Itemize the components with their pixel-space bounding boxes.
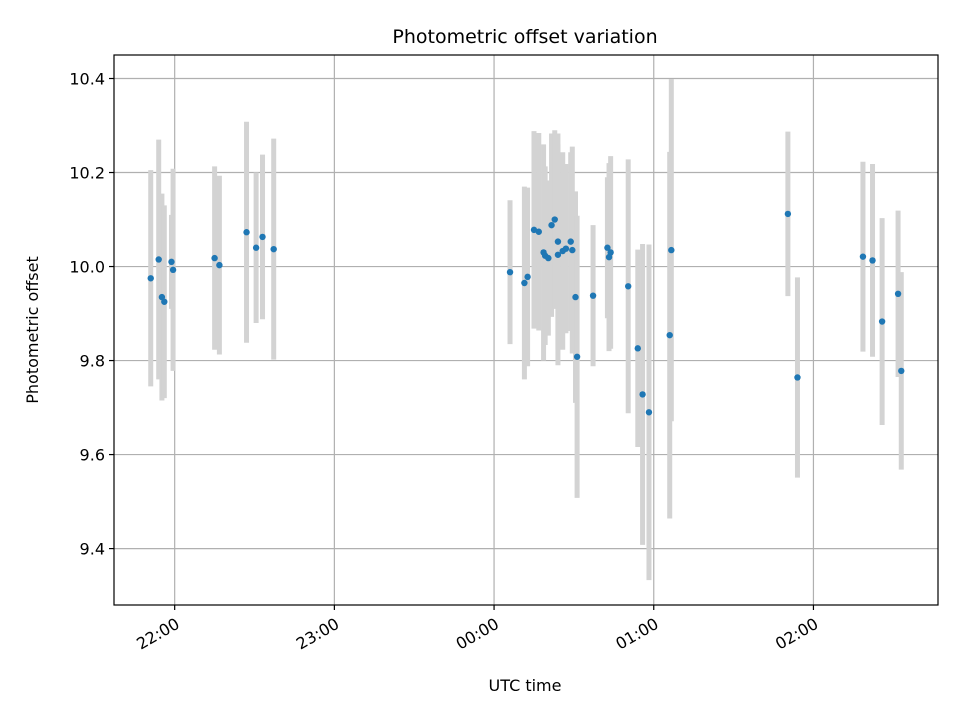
- data-point: [521, 279, 528, 287]
- data-point: [554, 251, 562, 258]
- data-point: [784, 210, 792, 218]
- data-point: [155, 256, 162, 263]
- data-point: [625, 283, 632, 290]
- data-point: [530, 226, 538, 234]
- data-point: [894, 290, 902, 298]
- data-point: [562, 245, 570, 252]
- data-point: [243, 229, 250, 236]
- data-point: [589, 292, 597, 299]
- y-tick-label: 9.4: [80, 540, 105, 559]
- data-point: [569, 246, 576, 254]
- data-point: [147, 275, 154, 282]
- y-tick-label: 9.6: [80, 446, 105, 465]
- y-tick-label: 9.8: [80, 352, 105, 371]
- data-point: [869, 257, 876, 264]
- data-point: [567, 238, 574, 245]
- y-tick-label: 10.0: [69, 258, 105, 277]
- data-point: [604, 244, 611, 251]
- data-point: [607, 249, 614, 256]
- y-axis-ticks: 9.4 9.6 9.8 10.0 10.2 10.4: [69, 70, 114, 559]
- data-point: [270, 245, 277, 253]
- y-tick-label: 10.4: [69, 70, 105, 89]
- data-point: [168, 258, 175, 266]
- plot-area-frame: [113, 54, 939, 606]
- data-point: [668, 246, 675, 254]
- data-point: [524, 273, 531, 281]
- data-point: [634, 345, 641, 352]
- data-point: [158, 293, 166, 301]
- data-point: [545, 254, 552, 262]
- y-tick-label: 10.2: [69, 164, 105, 183]
- data-points: [147, 210, 905, 416]
- data-point: [506, 268, 514, 276]
- x-tick-label: 22:00: [133, 614, 182, 654]
- x-tick-label: 23:00: [293, 614, 342, 654]
- data-point: [572, 293, 579, 301]
- x-axis-ticks: 22:00 23:00 00:00 01:00 02:00: [133, 605, 821, 654]
- error-bars: [148, 78, 904, 581]
- chart-title: Photometric offset variation: [392, 26, 657, 48]
- x-tick-label: 02:00: [772, 614, 821, 654]
- x-tick-label: 01:00: [612, 614, 661, 654]
- x-axis-label: UTC time: [489, 676, 562, 695]
- data-point: [639, 391, 646, 398]
- y-axis-label: Photometric offset: [23, 256, 42, 404]
- data-point: [535, 228, 542, 235]
- data-point: [211, 254, 218, 262]
- data-point: [551, 216, 558, 223]
- data-point: [645, 409, 653, 416]
- data-point: [161, 298, 168, 305]
- data-point: [169, 266, 177, 274]
- data-point: [259, 233, 266, 241]
- data-point: [554, 238, 562, 245]
- data-point: [548, 221, 555, 229]
- x-tick-label: 00:00: [453, 614, 502, 654]
- data-point: [794, 374, 801, 381]
- data-point: [878, 318, 886, 325]
- data-point: [666, 331, 673, 339]
- data-point: [216, 261, 223, 269]
- data-point: [859, 253, 867, 260]
- data-point: [252, 244, 260, 251]
- data-point: [573, 353, 581, 360]
- data-point: [898, 367, 905, 375]
